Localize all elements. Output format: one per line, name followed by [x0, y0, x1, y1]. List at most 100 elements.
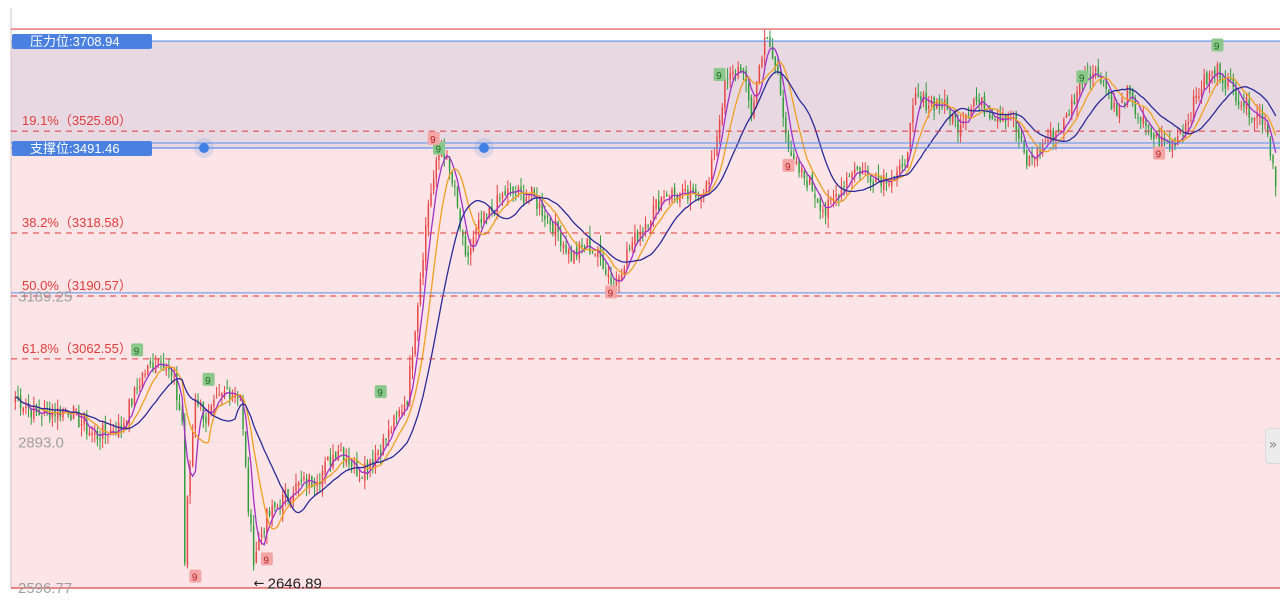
candle-body	[451, 171, 453, 184]
candle-body	[1235, 86, 1237, 102]
candle-body	[1214, 70, 1216, 75]
candle-body	[599, 245, 602, 258]
candle-body	[965, 114, 967, 121]
support-tag[interactable]: 支撑位:3491.46	[12, 141, 152, 156]
candle-body	[541, 202, 543, 217]
candle-body	[904, 164, 906, 166]
candle-body	[422, 259, 424, 278]
candle-body	[920, 96, 922, 100]
candle-body	[154, 365, 157, 373]
candle-body	[472, 237, 475, 250]
candle-body	[1052, 130, 1054, 141]
nine-marker	[605, 285, 618, 299]
candle-body	[1126, 86, 1129, 106]
candle-body	[1272, 155, 1274, 164]
candle-body	[1184, 123, 1187, 134]
candle-body	[1089, 74, 1092, 81]
candle-body	[496, 194, 498, 213]
candle-body	[303, 476, 305, 480]
candle-body	[1097, 67, 1100, 78]
candle-body	[501, 193, 504, 199]
candle-body	[136, 387, 138, 389]
candle-body	[581, 244, 583, 247]
candle-body	[1264, 123, 1266, 125]
candle-body	[321, 470, 324, 487]
candle-body	[432, 178, 435, 191]
candle-body	[726, 78, 729, 80]
candle-body	[488, 207, 491, 218]
candle-body	[393, 415, 395, 431]
candle-body	[1015, 114, 1017, 132]
candle-body	[999, 115, 1002, 122]
candle-body	[1208, 73, 1211, 84]
candle-body	[872, 182, 874, 186]
expand-chevron-icon[interactable]: »	[1265, 428, 1280, 464]
candle-body	[96, 430, 99, 440]
candle-body	[763, 37, 766, 56]
candle-body	[562, 244, 565, 248]
candle-body	[1129, 85, 1131, 95]
candle-body	[78, 410, 80, 427]
candle-body	[131, 398, 133, 406]
candle-body	[483, 211, 485, 224]
candle-body	[522, 193, 525, 203]
candle-body	[896, 171, 898, 179]
candle-body	[485, 214, 488, 216]
candle-body	[470, 248, 472, 256]
candle-body	[218, 394, 220, 396]
candle-body	[1192, 95, 1195, 122]
candle-body	[374, 453, 377, 466]
candle-body	[271, 505, 273, 517]
candle-body	[263, 531, 265, 533]
candle-body	[869, 176, 872, 183]
candle-body	[1216, 63, 1219, 78]
candle-body	[221, 392, 223, 397]
candle-body	[1200, 89, 1203, 97]
candle-body	[41, 416, 43, 418]
candle-body	[377, 450, 379, 455]
candle-body	[382, 437, 385, 455]
candle-body	[530, 186, 533, 195]
resistance-tag[interactable]: 压力位:3708.94	[12, 34, 152, 50]
support-handle-left-dot[interactable]	[199, 143, 209, 153]
fib-label: 50.0%（3190.57）	[22, 278, 132, 293]
candle-body	[46, 409, 48, 411]
candle-body	[536, 197, 538, 209]
support-handles[interactable]	[194, 138, 494, 158]
candle-body	[732, 71, 734, 75]
candle-body	[901, 163, 904, 167]
candle-body	[337, 450, 340, 461]
candle-body	[448, 157, 451, 171]
candle-body	[165, 368, 167, 372]
candle-body	[75, 409, 77, 411]
candle-body	[814, 193, 816, 198]
support-handle-right-dot[interactable]	[479, 143, 489, 153]
candle-body	[790, 151, 792, 156]
nine-marker-label: 9	[716, 71, 722, 82]
candle-body	[851, 172, 853, 179]
candle-body	[729, 73, 731, 80]
candle-body	[327, 457, 329, 461]
candle-body	[800, 168, 803, 173]
candle-body	[94, 433, 96, 435]
candle-body	[1251, 118, 1253, 120]
candle-body	[628, 247, 631, 249]
candle-body	[766, 37, 769, 39]
candle-body	[1158, 134, 1160, 146]
candle-body	[811, 174, 814, 191]
candle-body	[1118, 105, 1121, 118]
candle-body	[456, 187, 459, 208]
candle-body	[1031, 154, 1033, 158]
candle-body	[83, 417, 85, 425]
candle-body	[549, 218, 551, 225]
candle-body	[414, 331, 416, 355]
nine-marker	[1211, 38, 1224, 52]
candle-body	[658, 200, 660, 210]
nine-marker-label: 9	[608, 288, 614, 299]
candle-body	[520, 186, 522, 191]
candle-body	[970, 107, 972, 117]
candle-body	[676, 195, 679, 200]
candle-body	[594, 254, 596, 256]
candle-body	[891, 178, 893, 187]
candle-body	[1049, 129, 1052, 140]
